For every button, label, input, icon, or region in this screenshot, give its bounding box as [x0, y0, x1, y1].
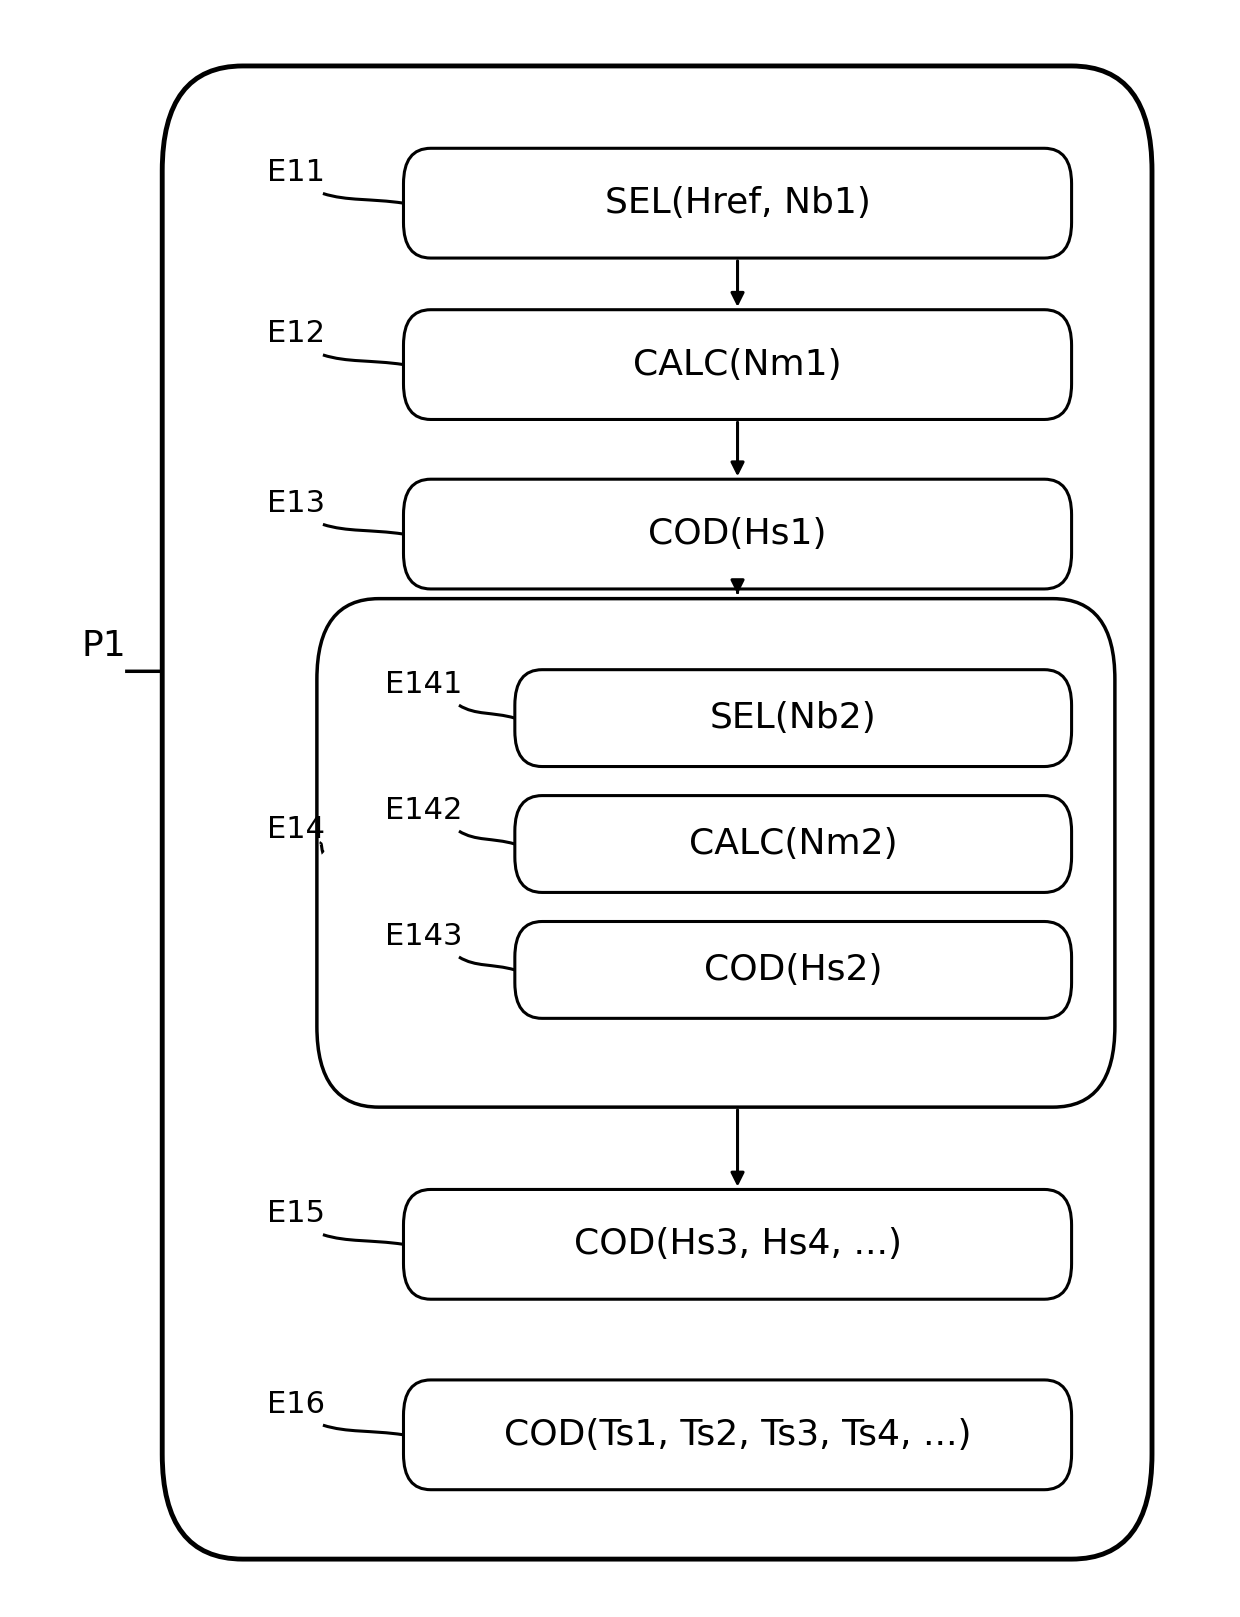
Text: CALC(Nm1): CALC(Nm1)	[634, 348, 842, 382]
FancyBboxPatch shape	[403, 479, 1071, 589]
Text: E12: E12	[268, 320, 325, 348]
Text: E13: E13	[268, 488, 326, 517]
Text: E141: E141	[384, 669, 463, 699]
Text: COD(Hs3, Hs4, ...): COD(Hs3, Hs4, ...)	[574, 1227, 901, 1261]
Text: E143: E143	[384, 922, 463, 951]
Text: CALC(Nm2): CALC(Nm2)	[689, 826, 898, 860]
FancyBboxPatch shape	[403, 1190, 1071, 1298]
Text: SEL(Nb2): SEL(Nb2)	[709, 702, 877, 736]
Text: COD(Ts1, Ts2, Ts3, Ts4, ...): COD(Ts1, Ts2, Ts3, Ts4, ...)	[503, 1418, 971, 1452]
FancyBboxPatch shape	[403, 149, 1071, 259]
Text: E142: E142	[384, 796, 463, 825]
FancyBboxPatch shape	[515, 796, 1071, 893]
Text: P1: P1	[82, 629, 126, 663]
Text: SEL(Href, Nb1): SEL(Href, Nb1)	[605, 186, 870, 220]
Text: E15: E15	[268, 1200, 325, 1229]
Text: E14: E14	[268, 815, 325, 844]
FancyBboxPatch shape	[515, 669, 1071, 766]
Text: COD(Hs1): COD(Hs1)	[649, 517, 827, 551]
FancyBboxPatch shape	[403, 310, 1071, 419]
Text: E16: E16	[268, 1389, 325, 1418]
Text: E11: E11	[268, 158, 325, 188]
FancyBboxPatch shape	[162, 66, 1152, 1559]
FancyBboxPatch shape	[515, 922, 1071, 1019]
Text: COD(Hs2): COD(Hs2)	[704, 952, 883, 986]
FancyBboxPatch shape	[317, 598, 1115, 1108]
FancyBboxPatch shape	[403, 1379, 1071, 1489]
